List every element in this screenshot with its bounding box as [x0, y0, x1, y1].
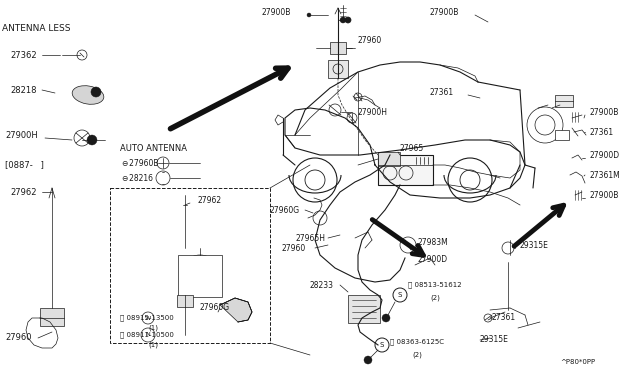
- Text: 27960: 27960: [358, 35, 382, 45]
- Bar: [177, 295, 193, 307]
- Text: W: W: [145, 315, 151, 321]
- Bar: [328, 60, 348, 78]
- Text: 27361: 27361: [430, 87, 454, 96]
- Text: (1): (1): [148, 325, 158, 331]
- Text: 29315E: 29315E: [520, 241, 549, 250]
- Text: 27900B: 27900B: [262, 7, 291, 16]
- Bar: [40, 308, 64, 326]
- Text: ⊖ 28216: ⊖ 28216: [122, 173, 153, 183]
- Text: 27983M: 27983M: [418, 237, 449, 247]
- Text: Ⓢ 08363-6125C: Ⓢ 08363-6125C: [390, 339, 444, 345]
- Text: 28233: 28233: [310, 280, 334, 289]
- Text: 27900H: 27900H: [358, 108, 388, 116]
- Circle shape: [364, 356, 372, 364]
- Polygon shape: [220, 298, 252, 322]
- Text: 28218: 28218: [10, 86, 36, 94]
- Bar: [330, 42, 346, 54]
- Text: 27362: 27362: [10, 51, 36, 60]
- Text: N: N: [146, 333, 150, 337]
- Text: 27900H: 27900H: [5, 131, 38, 140]
- Text: 27960: 27960: [5, 334, 31, 343]
- Text: 27962: 27962: [198, 196, 222, 205]
- Text: (1): (1): [148, 342, 158, 348]
- Text: 27960G: 27960G: [200, 304, 230, 312]
- Bar: [348, 295, 380, 323]
- Text: ^P80*0PP: ^P80*0PP: [560, 359, 595, 365]
- Text: 27900D: 27900D: [590, 151, 620, 160]
- Circle shape: [91, 87, 101, 97]
- Text: Ⓝ 08911-10500: Ⓝ 08911-10500: [120, 332, 174, 338]
- Text: ⊖ 27960B: ⊖ 27960B: [122, 158, 159, 167]
- Text: Ⓢ 08513-51612: Ⓢ 08513-51612: [408, 282, 461, 288]
- Text: [0887-   ]: [0887- ]: [5, 160, 44, 170]
- Text: AUTO ANTENNA: AUTO ANTENNA: [120, 144, 187, 153]
- Circle shape: [345, 17, 351, 23]
- Text: S: S: [380, 342, 384, 348]
- Text: 27900B: 27900B: [590, 190, 620, 199]
- Bar: [378, 155, 433, 185]
- Text: 27900B: 27900B: [590, 108, 620, 116]
- Circle shape: [87, 135, 97, 145]
- Text: 27965: 27965: [400, 144, 424, 153]
- Ellipse shape: [72, 86, 104, 104]
- Text: 27361: 27361: [492, 314, 516, 323]
- Text: 27361: 27361: [590, 128, 614, 137]
- Text: 27960: 27960: [282, 244, 307, 253]
- Text: S: S: [398, 292, 402, 298]
- Text: (2): (2): [430, 295, 440, 301]
- Text: 27900B: 27900B: [430, 7, 460, 16]
- Circle shape: [340, 17, 346, 23]
- Text: ANTENNA LESS: ANTENNA LESS: [2, 23, 70, 32]
- Text: 27900D: 27900D: [418, 256, 448, 264]
- Text: 27361M: 27361M: [590, 170, 621, 180]
- Bar: [378, 152, 400, 166]
- Bar: [110, 188, 270, 343]
- Text: 27965H: 27965H: [295, 234, 325, 243]
- Bar: [555, 130, 569, 140]
- Circle shape: [307, 13, 311, 17]
- Bar: [178, 255, 222, 297]
- Text: 27960G: 27960G: [270, 205, 300, 215]
- Text: Ⓜ 08915-13500: Ⓜ 08915-13500: [120, 315, 173, 321]
- Text: 27962: 27962: [10, 187, 36, 196]
- Text: 29315E: 29315E: [480, 336, 509, 344]
- Text: (2): (2): [412, 352, 422, 358]
- Circle shape: [382, 314, 390, 322]
- Bar: [555, 95, 573, 107]
